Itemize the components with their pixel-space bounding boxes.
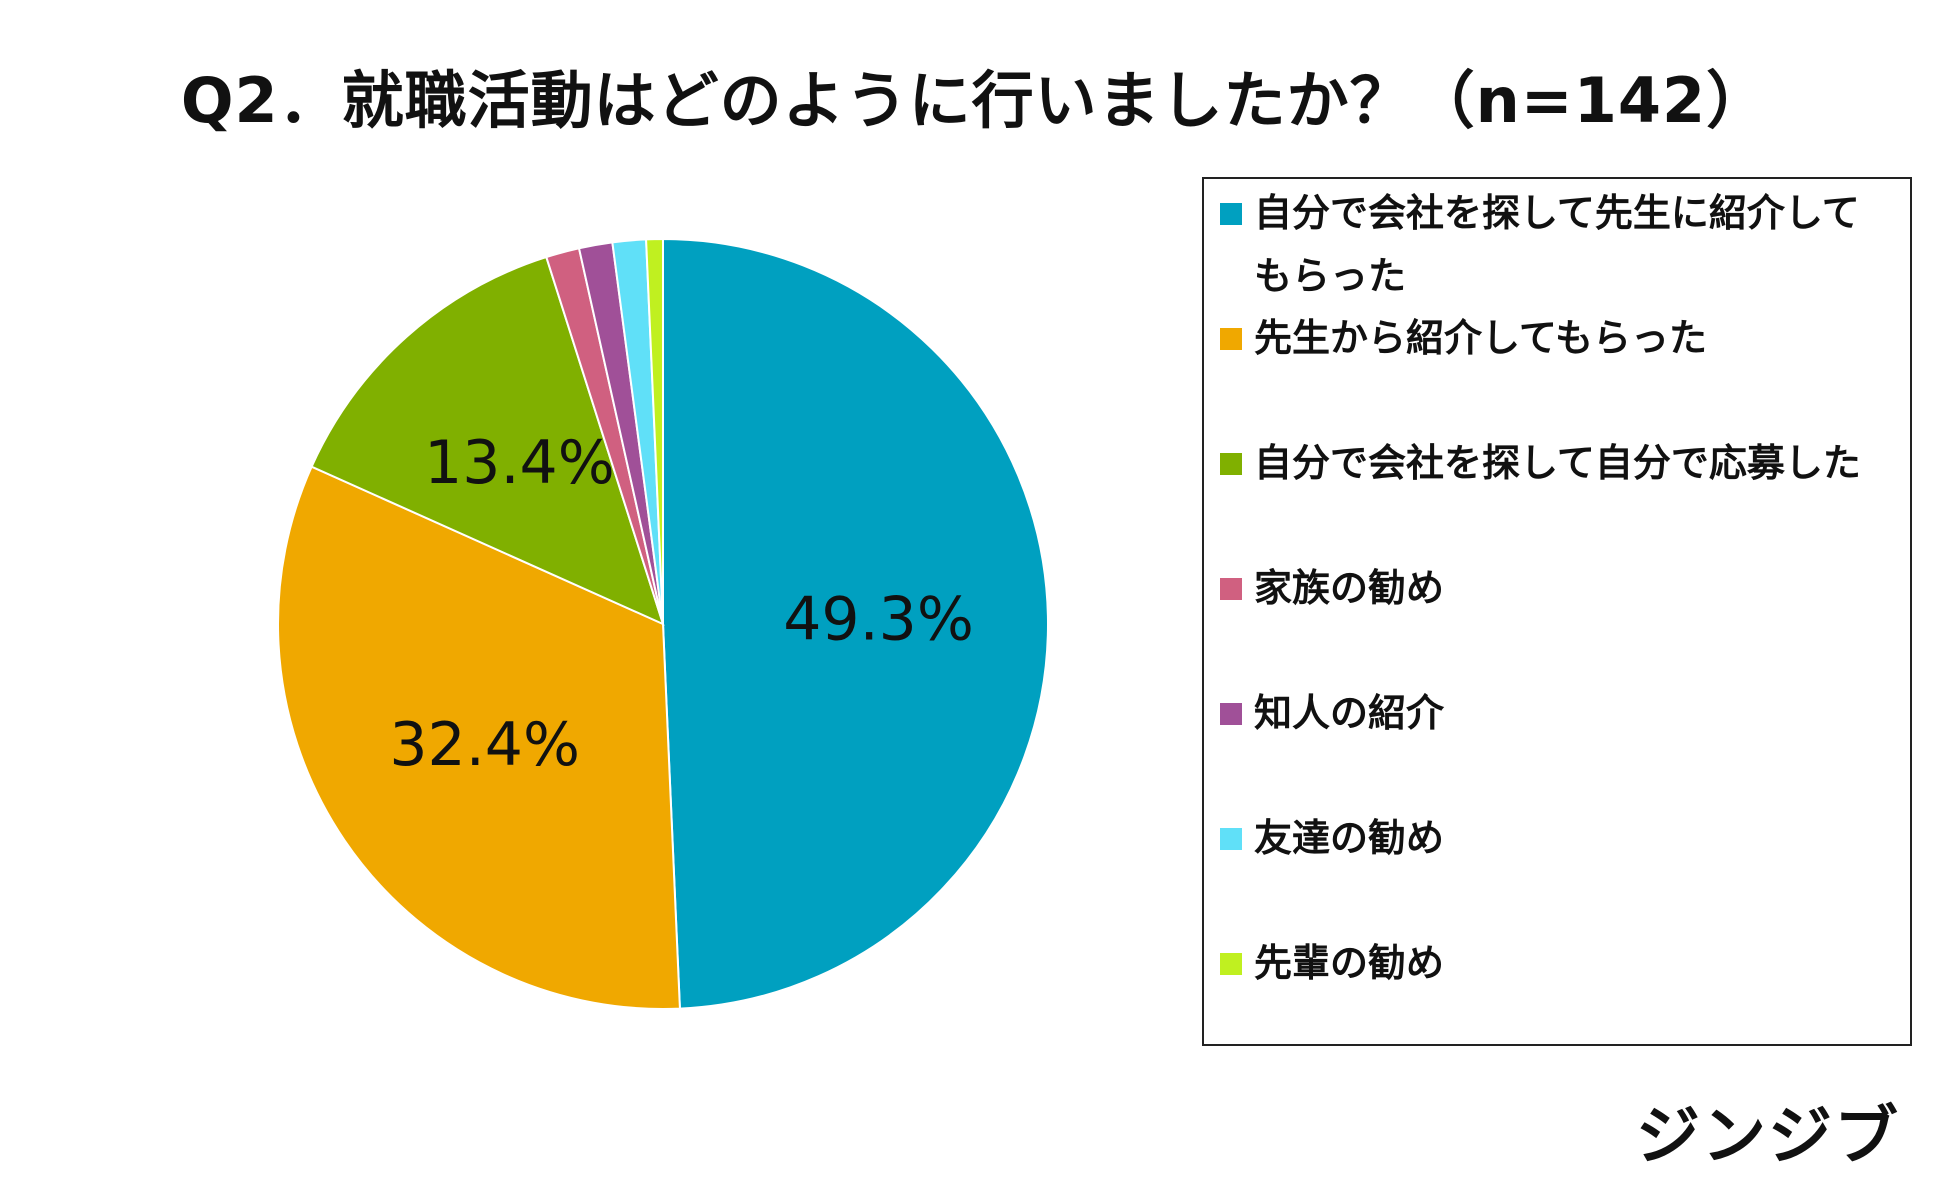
data-label: 13.4% [424,428,615,498]
legend-label: 知人の紹介 [1254,691,1445,735]
legend-swatch [1220,328,1242,350]
legend-label: 先輩の勧め [1254,941,1445,985]
data-label: 49.3% [783,584,974,654]
chart-title: Q2．就職活動はどのように行いましたか？（n=142） [180,64,1770,137]
data-label: 32.4% [389,710,580,780]
legend-swatch [1220,953,1242,975]
pie-slice [277,465,681,1011]
legend-label: 先生から紹介してもらった [1254,316,1707,360]
pie-slice [662,237,1050,1010]
legend: 自分で会社を探して先生に紹介してもらった 先生から紹介してもらった 自分で会社を… [1202,177,1912,1046]
pie-slice [645,237,664,625]
legend-swatch [1220,203,1242,225]
legend-swatch [1220,453,1242,475]
legend-label: 家族の勧め [1254,566,1445,610]
legend-swatch [1220,703,1242,725]
legend-label: 自分で会社を探して先生に紹介してもらった [1254,191,1860,298]
brand-logo: ジンジブ [1636,1100,1900,1174]
legend-label: 友達の勧め [1254,816,1445,860]
legend-label: 自分で会社を探して自分で応募した [1254,441,1861,485]
legend-swatch [1220,578,1242,600]
legend-swatch [1220,828,1242,850]
